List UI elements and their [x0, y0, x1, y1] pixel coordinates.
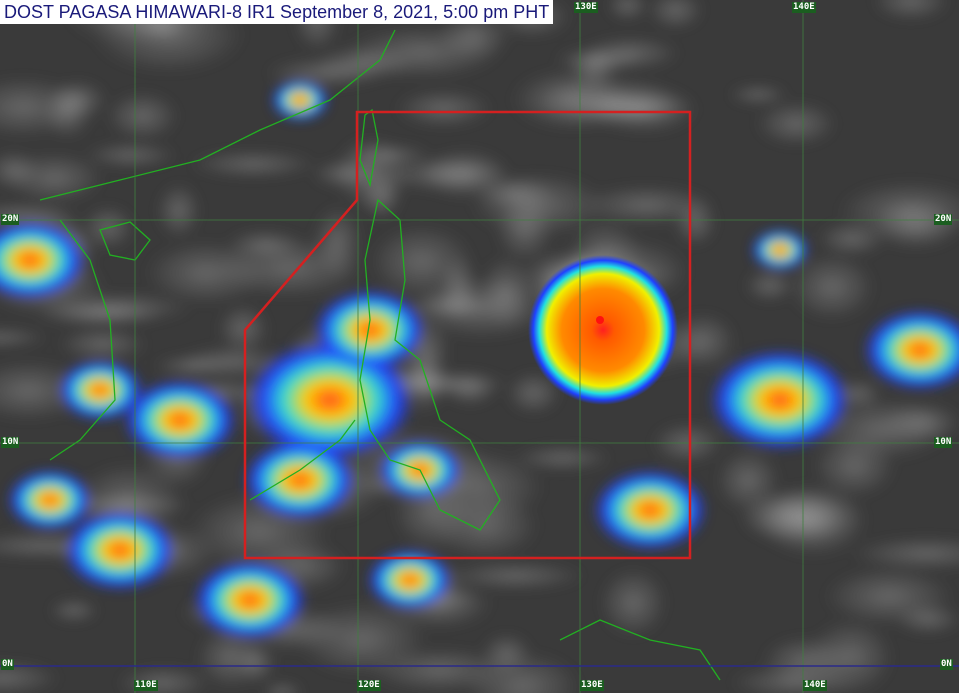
cloud-texture	[506, 371, 562, 415]
lon-label-top-140e: 140E	[792, 2, 816, 13]
cloud-texture	[403, 347, 446, 415]
cloud-texture	[261, 681, 304, 693]
cloud-texture	[512, 445, 612, 471]
lon-label-140e: 140E	[803, 680, 827, 691]
cloud-texture	[578, 184, 715, 226]
cloud-texture	[33, 302, 165, 327]
lon-label-130e: 130E	[580, 680, 604, 691]
cloud-texture	[850, 536, 959, 571]
cloud-texture	[0, 660, 61, 693]
cloud-texture	[739, 489, 863, 546]
cloud-texture	[532, 75, 682, 128]
lat-label-left-0n: 0N	[1, 659, 14, 670]
cloud-texture	[481, 632, 532, 675]
lat-label-left-20n: 20N	[1, 214, 20, 225]
convective-cell	[194, 560, 306, 640]
cloud-texture	[196, 625, 266, 690]
convective-cell	[314, 290, 426, 370]
convective-cell	[272, 80, 328, 120]
cloud-texture	[668, 312, 737, 370]
cloud-texture	[4, 151, 105, 204]
convective-cell	[710, 350, 850, 450]
typhoon-eye	[596, 316, 604, 324]
convective-cell	[752, 230, 808, 270]
cloud-texture	[755, 101, 837, 147]
cloud-texture	[761, 636, 851, 687]
typhoon-cloud	[528, 255, 678, 405]
convective-cell	[124, 380, 236, 460]
cloud-texture	[105, 91, 179, 141]
lat-label-right-20n: 20N	[934, 214, 953, 225]
cloud-texture	[83, 142, 178, 168]
convective-cell	[594, 470, 706, 550]
cloud-texture	[407, 291, 493, 320]
convective-cell	[246, 340, 414, 460]
cloud-texture	[214, 236, 364, 299]
lon-label-110e: 110E	[134, 680, 158, 691]
cloud-texture	[882, 402, 959, 443]
convective-cell	[58, 360, 142, 420]
cloud-texture	[728, 84, 789, 105]
coastlines	[39, 29, 721, 681]
cloud-texture	[606, 0, 649, 21]
cloud-texture	[116, 666, 211, 693]
lat-label-right-10n: 10N	[934, 437, 953, 448]
cloud-texture	[297, 601, 428, 677]
cloud-texture	[188, 150, 318, 178]
cloud-texture	[444, 561, 586, 591]
convective-cell	[8, 470, 92, 530]
convective-cell	[64, 510, 176, 590]
cloud-texture	[837, 180, 959, 241]
cloud-texture	[0, 327, 48, 348]
cloud-texture	[894, 603, 959, 635]
cloud-texture	[429, 492, 540, 559]
cloud-texture	[264, 57, 388, 88]
cloud-texture	[41, 84, 94, 140]
lat-label-left-10n: 10N	[1, 437, 20, 448]
convective-cell	[244, 440, 356, 520]
lon-label-top-130e: 130E	[574, 2, 598, 13]
cloud-texture	[599, 567, 668, 638]
cloud-texture	[812, 433, 896, 498]
lat-label-right-0n: 0N	[940, 659, 953, 670]
cloud-texture	[469, 172, 608, 238]
cloud-texture	[394, 89, 493, 128]
convective-cell	[0, 220, 86, 300]
cloud-texture	[156, 182, 201, 239]
cloud-texture	[788, 253, 875, 321]
cloud-texture	[872, 0, 950, 21]
par-boundary	[243, 110, 692, 560]
cloud-texture	[378, 156, 513, 192]
cloud-texture	[49, 598, 99, 623]
convective-cell	[368, 550, 452, 610]
cloud-texture	[57, 327, 148, 361]
cloud-texture	[647, 0, 704, 30]
lon-label-120e: 120E	[357, 680, 381, 691]
cloud-texture	[744, 269, 795, 302]
convective-cell	[864, 310, 959, 390]
image-title: DOST PAGASA HIMAWARI-8 IR1 September 8, …	[0, 0, 554, 24]
